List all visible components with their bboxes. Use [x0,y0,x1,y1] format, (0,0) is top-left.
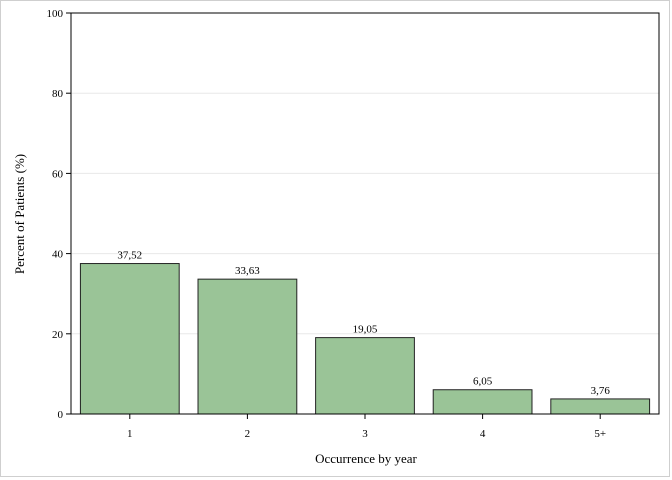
x-axis: 1 2 3 4 5+ [127,414,606,440]
y-tick-label: 60 [52,168,64,180]
y-tick-label: 0 [58,409,64,421]
x-tick-label: 4 [480,428,486,440]
bar-value-label: 33,63 [235,265,260,277]
x-tick-label: 3 [362,428,368,440]
y-tick-label: 100 [47,8,64,20]
bar-2 [197,278,298,415]
bar-value-label: 37,52 [117,250,142,262]
bar-3 [315,337,415,415]
y-tick-label: 80 [52,88,64,100]
bar-1 [79,263,180,415]
bar-value-label: 3,76 [591,385,611,397]
y-tick-label: 20 [52,329,64,341]
y-axis: 0 20 40 60 80 100 [47,8,71,421]
bar-value-label: 19,05 [353,324,378,336]
y-axis-title: Percent of Patients (%) [12,154,27,274]
x-axis-title: Occurrence by year [315,451,417,466]
bar-value-label: 6,05 [473,376,493,388]
x-tick-label: 5+ [594,428,606,440]
bar-value-labels: 37,52 33,63 19,05 6,05 3,76 [117,250,610,397]
bar-4 [432,389,533,415]
bar-5+ [550,398,651,415]
y-tick-label: 40 [52,249,64,261]
x-tick-label: 1 [127,428,133,440]
x-tick-label: 2 [245,428,251,440]
